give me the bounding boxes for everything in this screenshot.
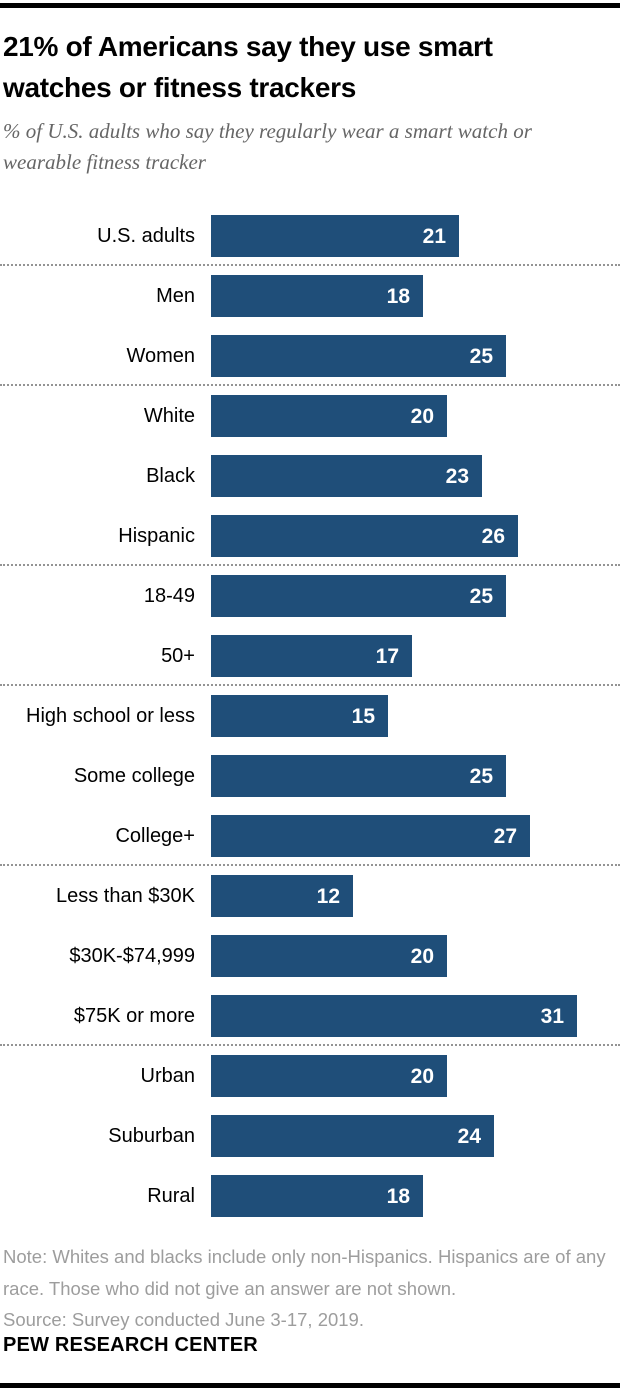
bar-value-label: 25: [469, 764, 493, 788]
bar: 18: [211, 1175, 423, 1217]
bar-group: U.S. adults 21: [0, 206, 620, 266]
category-label: Hispanic: [118, 524, 195, 547]
bar-value-label: 20: [410, 944, 434, 968]
category-label: Some college: [73, 764, 195, 787]
category-label: Men: [156, 284, 195, 307]
bar-row: Women 25: [0, 326, 620, 386]
bar-row: U.S. adults 21: [0, 206, 620, 266]
source-text: Source: Survey conducted June 3-17, 2019…: [3, 1309, 364, 1330]
category-label: Less than $30K: [56, 884, 195, 907]
bar: 26: [211, 515, 518, 557]
bar-value-label: 21: [422, 224, 446, 248]
bar-group: Men 18 Women 25: [0, 264, 620, 386]
category-label: U.S. adults: [97, 224, 195, 247]
bar: 21: [211, 215, 459, 257]
bar-row: White 20: [0, 386, 620, 446]
bar: 24: [211, 1115, 494, 1157]
bar-value-label: 18: [386, 284, 410, 308]
bar-row: 18-49 25: [0, 566, 620, 626]
category-label: 18-49: [143, 584, 195, 607]
bar: 15: [211, 695, 388, 737]
bar-group: High school or less 15 Some college 25 Colle…: [0, 684, 620, 866]
category-label: Urban: [140, 1064, 195, 1087]
top-rule: [0, 3, 620, 8]
bar: 25: [211, 755, 506, 797]
bar-value-label: 26: [481, 524, 505, 548]
category-label: Rural: [147, 1184, 195, 1207]
bar-value-label: 12: [316, 884, 340, 908]
bar-row: Rural 18: [0, 1166, 620, 1226]
bar-value-label: 20: [410, 1064, 434, 1088]
category-label: White: [143, 404, 195, 427]
bar-row: Men 18: [0, 266, 620, 326]
category-label: Suburban: [108, 1124, 195, 1147]
bar-row: $75K or more 31: [0, 986, 620, 1046]
bar-row: Some college 25: [0, 746, 620, 806]
bar-group: Less than $30K 12 $30K-$74,999 20 $75K or mo…: [0, 864, 620, 1046]
bar-row: Less than $30K 12: [0, 866, 620, 926]
chart-subtitle: % of U.S. adults who say they regularly …: [3, 119, 532, 174]
bar-value-label: 24: [457, 1124, 481, 1148]
bar: 20: [211, 935, 447, 977]
bar: 25: [211, 335, 506, 377]
bar: 27: [211, 815, 530, 857]
bar-value-label: 18: [386, 1184, 410, 1208]
category-label: $75K or more: [73, 1004, 195, 1027]
note-text: Note: Whites and blacks include only non…: [3, 1246, 606, 1299]
bar-row: $30K-$74,999 20: [0, 926, 620, 986]
bar: 20: [211, 1055, 447, 1097]
bar-chart: U.S. adults 21 Men 18 Women 25 White 20 Black 23 H…: [0, 206, 620, 1226]
bar: 23: [211, 455, 482, 497]
category-label: Black: [146, 464, 195, 487]
category-label: High school or less: [26, 704, 195, 727]
bar-value-label: 20: [410, 404, 434, 428]
chart-footnote: Note: Whites and blacks include only non…: [3, 1241, 619, 1336]
bar-row: Black 23: [0, 446, 620, 506]
bar-row: Suburban 24: [0, 1106, 620, 1166]
bar-value-label: 25: [469, 344, 493, 368]
chart-title: 21% of Americans say they use smart watc…: [3, 31, 493, 103]
bar: 18: [211, 275, 423, 317]
category-label: College+: [115, 824, 195, 847]
bar-value-label: 31: [540, 1004, 564, 1028]
category-label: 50+: [161, 644, 195, 667]
bar-value-label: 23: [445, 464, 469, 488]
bar-row: College+ 27: [0, 806, 620, 866]
bar-group: Urban 20 Suburban 24 Rural 18: [0, 1044, 620, 1226]
bar-row: Hispanic 26: [0, 506, 620, 566]
bar-value-label: 15: [351, 704, 375, 728]
bar-row: High school or less 15: [0, 686, 620, 746]
bar-group: 18-49 25 50+ 17: [0, 564, 620, 686]
bar-row: Urban 20: [0, 1046, 620, 1106]
bar: 17: [211, 635, 412, 677]
bar: 25: [211, 575, 506, 617]
bar-group: White 20 Black 23 Hispanic 26: [0, 384, 620, 566]
bar-value-label: 17: [375, 644, 399, 668]
bar: 31: [211, 995, 577, 1037]
bar-value-label: 27: [493, 824, 517, 848]
bar-value-label: 25: [469, 584, 493, 608]
bar: 12: [211, 875, 353, 917]
pew-research-center-wordmark: PEW RESEARCH CENTER: [3, 1334, 258, 1356]
bottom-rule: [0, 1383, 620, 1388]
category-label: $30K-$74,999: [69, 944, 195, 967]
bar-row: 50+ 17: [0, 626, 620, 686]
category-label: Women: [126, 344, 195, 367]
bar: 20: [211, 395, 447, 437]
